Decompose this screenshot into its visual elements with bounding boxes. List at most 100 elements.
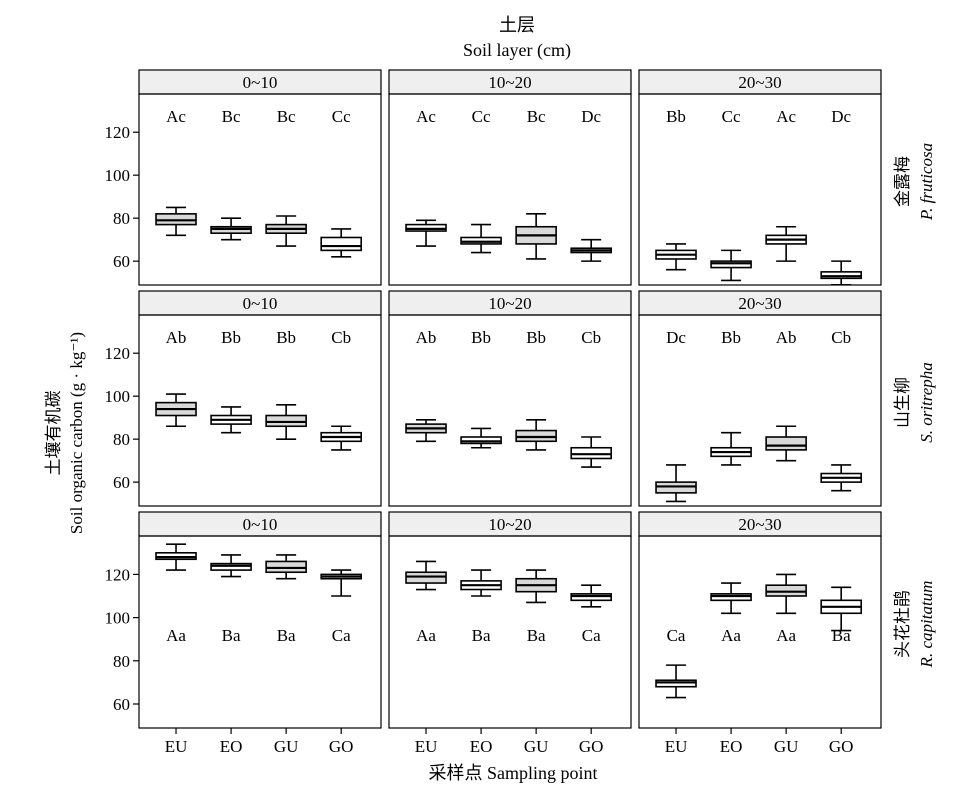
plot-frame — [388, 314, 632, 507]
panel-2-3: 20~30 Dc Bb Ab Cb — [638, 290, 882, 507]
significance-letters: Cb — [331, 328, 351, 347]
box-EO: Cc — [710, 107, 752, 282]
y-axis-title-cn: 土壤有机碳 — [43, 391, 63, 476]
plot-frame — [388, 93, 632, 286]
box-EU: Ab — [405, 328, 447, 443]
x-axis-title: 采样点 Sampling point — [428, 763, 597, 783]
panel-1-1: 0~10 Ac Bc Bc Cc — [138, 69, 382, 286]
significance-letters: Aa — [721, 626, 741, 645]
panel-1-3: 20~30 Bb Cc Ac Dc — [638, 69, 882, 286]
box-EO: Cc — [460, 107, 502, 254]
title-sub: Soil layer (cm) — [463, 40, 571, 61]
y-tick-label: 80 — [113, 209, 130, 228]
facet-strip — [638, 511, 882, 537]
significance-letters: Bc — [277, 107, 296, 126]
y-tick-label: 60 — [113, 252, 130, 271]
x-tick-label: GO — [579, 737, 604, 756]
significance-letters: Bb — [666, 107, 686, 126]
box-GO: Cb — [320, 328, 362, 451]
y-tick-label: 60 — [113, 695, 130, 714]
significance-letters: Ac — [416, 107, 436, 126]
significance-letters: Cc — [472, 107, 491, 126]
y-tick-label: 100 — [105, 166, 131, 185]
facet-strip-label: 10~20 — [488, 73, 531, 92]
significance-letters: Ca — [332, 626, 351, 645]
facet-strip — [388, 290, 632, 316]
significance-letters: Bb — [721, 328, 741, 347]
significance-letters: Ab — [416, 328, 437, 347]
facet-strip-label: 20~30 — [738, 515, 781, 534]
x-tick-label: EO — [220, 737, 243, 756]
species-name-latin: R. capitatum — [917, 581, 936, 669]
box-EU: Dc — [655, 328, 697, 503]
box-iqr — [320, 236, 362, 252]
x-tick-label: EO — [720, 737, 743, 756]
facet-strip — [388, 69, 632, 95]
y-tick-label: 120 — [105, 123, 131, 142]
plot-frame — [638, 314, 882, 507]
facet-strip — [388, 511, 632, 537]
significance-letters: Ba — [472, 626, 491, 645]
x-tick-label: EU — [665, 737, 688, 756]
plot-frame — [138, 314, 382, 507]
significance-letters: Aa — [416, 626, 436, 645]
plot-frame — [138, 535, 382, 729]
y-axis-title: 土壤有机碳 Soil organic carbon (g · kg⁻¹) — [43, 332, 86, 534]
significance-letters: Bb — [526, 328, 546, 347]
box-EO: Bb — [460, 328, 502, 449]
box-EU: Ac — [405, 107, 447, 247]
y-tick-label: 120 — [105, 344, 131, 363]
box-iqr — [765, 436, 807, 451]
significance-letters: Dc — [831, 107, 851, 126]
significance-letters: Dc — [666, 328, 686, 347]
significance-letters: Ac — [776, 107, 796, 126]
species-name-cn: 山生柳 — [893, 377, 912, 428]
box-GU: Bc — [265, 107, 307, 247]
y-tick-label: 80 — [113, 430, 130, 449]
facet-strip-label: 20~30 — [738, 73, 781, 92]
box-GO: Cb — [820, 328, 862, 492]
species-labels: 金露梅 P. fruticosa 山生柳 S. oritrepha 头花杜鹃 R. cap… — [893, 143, 936, 669]
facet-strip-label: 0~10 — [243, 515, 278, 534]
title-top: 土层 — [499, 15, 535, 35]
box-GO: Ba — [820, 586, 862, 645]
y-tick-label: 120 — [105, 565, 131, 584]
species-name-latin: S. oritrepha — [917, 362, 936, 443]
significance-letters: Bc — [527, 107, 546, 126]
box-GU: Bc — [515, 107, 557, 260]
box-EO: Bc — [210, 107, 252, 241]
box-GO: Cc — [320, 107, 362, 258]
panel-3-3: 20~30 Ca Aa Aa Ba — [638, 511, 882, 729]
box-EO: Bb — [710, 328, 752, 466]
y-tick-label: 100 — [105, 387, 131, 406]
y-tick-labels: 60 80 100 120 60 80 100 120 60 80 100 120 — [105, 123, 139, 714]
y-axis-title-en: Soil organic carbon (g · kg⁻¹) — [67, 332, 86, 534]
significance-letters: Bc — [222, 107, 241, 126]
x-tick-labels: EU EO GU GO EU EO GU GO EU EO GU GO — [165, 728, 854, 756]
plot-frame — [638, 535, 882, 729]
x-tick-label: GO — [829, 737, 854, 756]
facet-strip-label: 20~30 — [738, 294, 781, 313]
box-GO: Ca — [320, 569, 362, 645]
significance-letters: Dc — [581, 107, 601, 126]
y-tick-label: 100 — [105, 609, 131, 628]
species-name-latin: P. fruticosa — [917, 143, 936, 221]
x-tick-label: EO — [470, 737, 493, 756]
panel-2-1: 0~10 Ab Bb Bb Cb — [138, 290, 382, 507]
box-GU: Bb — [265, 328, 307, 440]
species-name-cn: 头花杜鹃 — [893, 590, 912, 658]
significance-letters: Bb — [221, 328, 241, 347]
significance-letters: Ba — [832, 626, 851, 645]
significance-letters: Ca — [667, 626, 686, 645]
box-EO: Ba — [460, 569, 502, 645]
facet-strip — [638, 290, 882, 316]
significance-letters: Cc — [722, 107, 741, 126]
panel-3-1: 0~10 Aa Ba Ba Ca — [138, 511, 382, 729]
species-label-2: 山生柳 S. oritrepha — [893, 362, 936, 443]
box-GO: Dc — [570, 107, 612, 262]
box-EU: Aa — [155, 543, 197, 645]
box-EU: Bb — [655, 107, 697, 271]
plot-frame — [388, 535, 632, 729]
box-EO: Aa — [710, 582, 752, 645]
x-tick-label: EU — [165, 737, 188, 756]
